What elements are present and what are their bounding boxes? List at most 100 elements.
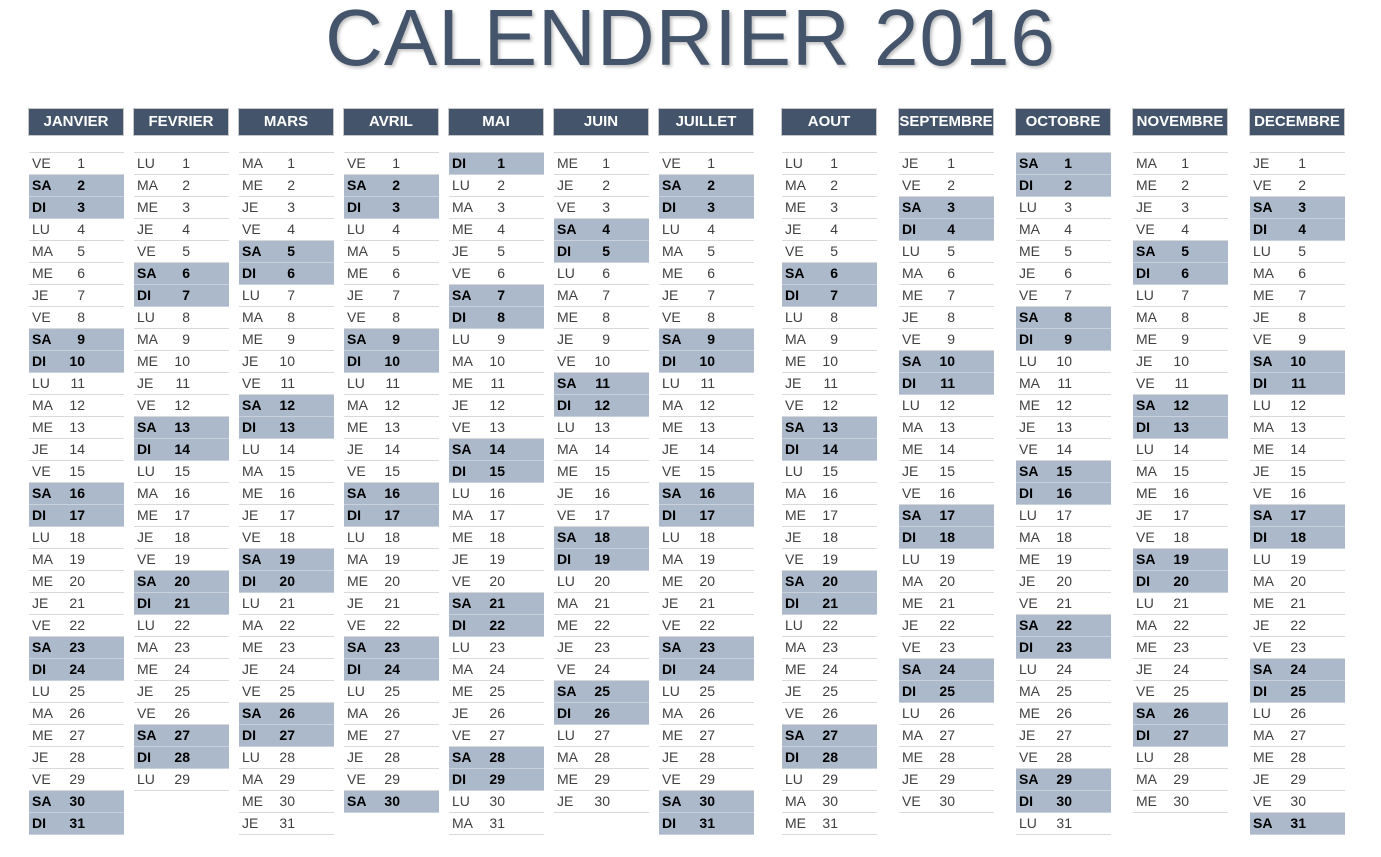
day-row: VE 26	[134, 703, 229, 725]
day-number: 9	[77, 331, 85, 347]
day-number: 28	[279, 749, 295, 765]
weekday-label: SA	[1136, 243, 1156, 259]
weekday-label: JE	[1136, 199, 1153, 215]
day-number: 19	[939, 551, 955, 567]
weekday-label: LU	[242, 287, 260, 303]
day-row: SA 27	[782, 725, 877, 747]
day-row: VE 22	[659, 615, 754, 637]
day-number: 19	[1290, 551, 1306, 567]
weekday-label: SA	[32, 331, 52, 347]
day-row: ME 14	[899, 439, 994, 461]
day-number: 7	[392, 287, 400, 303]
day-row: DI 21	[134, 593, 229, 615]
month-avril: AVRIL VE 1 SA 2 DI 3 LU 4 MA 5 ME 6 JE 7 VE 8 SA 9 DI 10 LU 11…	[343, 108, 439, 813]
day-number: 15	[594, 463, 610, 479]
day-row: DI 2	[1016, 175, 1111, 197]
day-row: MA 5	[29, 241, 124, 263]
day-row: LU 5	[899, 241, 994, 263]
day-number: 17	[822, 507, 838, 523]
day-number: 3	[1064, 199, 1072, 215]
weekday-label: DI	[32, 661, 46, 677]
weekday-label: VE	[1019, 595, 1038, 611]
day-number: 25	[699, 683, 715, 699]
day-number: 14	[1290, 441, 1306, 457]
weekday-label: ME	[137, 353, 158, 369]
day-row: LU 29	[134, 769, 229, 791]
day-row: DI 9	[1016, 329, 1111, 351]
day-row: JE 14	[344, 439, 439, 461]
day-row: JE 29	[899, 769, 994, 791]
day-row: VE 11	[239, 373, 334, 395]
day-row: SA 24	[1250, 659, 1345, 681]
weekday-label: LU	[785, 617, 803, 633]
weekday-label: VE	[242, 683, 261, 699]
weekday-label: MA	[32, 705, 53, 721]
day-row: VE 15	[29, 461, 124, 483]
weekday-label: JE	[347, 749, 364, 765]
day-number: 6	[830, 265, 838, 281]
day-number: 11	[70, 375, 85, 391]
day-row: ME 26	[1016, 703, 1111, 725]
day-row: JE 25	[134, 681, 229, 703]
day-number: 7	[287, 287, 295, 303]
day-row: VE 12	[134, 395, 229, 417]
weekday-label: MA	[662, 243, 683, 259]
weekday-label: DI	[662, 353, 676, 369]
day-number: 15	[939, 463, 955, 479]
day-number: 15	[69, 463, 85, 479]
day-row: VE 15	[659, 461, 754, 483]
weekday-label: LU	[347, 529, 365, 545]
weekday-label: JE	[452, 243, 469, 259]
weekday-label: DI	[557, 551, 571, 567]
day-row: JE 21	[344, 593, 439, 615]
day-number: 12	[939, 397, 955, 413]
day-row: ME 20	[659, 571, 754, 593]
weekday-label: JE	[902, 463, 919, 479]
day-row: VE 19	[134, 549, 229, 571]
day-row: VE 28	[1016, 747, 1111, 769]
day-row: DI 1	[449, 153, 544, 175]
day-number: 27	[174, 727, 190, 743]
day-number: 20	[174, 573, 190, 589]
weekday-label: ME	[242, 639, 263, 655]
weekday-label: JE	[785, 375, 802, 391]
day-number: 12	[594, 397, 610, 413]
day-number: 28	[1290, 749, 1306, 765]
day-number: 1	[77, 155, 85, 171]
day-row: ME 21	[1250, 593, 1345, 615]
day-number: 8	[1298, 309, 1306, 325]
weekday-label: SA	[1019, 309, 1039, 325]
month-header: JANVIER	[28, 108, 124, 136]
day-row: VE 24	[554, 659, 649, 681]
day-row: MA 8	[239, 307, 334, 329]
day-number: 18	[822, 529, 838, 545]
day-row: DI 8	[449, 307, 544, 329]
month-header: FEVRIER	[133, 108, 229, 136]
weekday-label: JE	[347, 287, 364, 303]
weekday-label: LU	[1019, 507, 1037, 523]
day-row: VE 26	[782, 703, 877, 725]
day-row: ME 27	[659, 725, 754, 747]
day-number: 30	[939, 793, 955, 809]
day-row: SA 16	[659, 483, 754, 505]
day-row: SA 5	[239, 241, 334, 263]
day-number: 7	[830, 287, 838, 303]
weekday-label: LU	[137, 155, 155, 171]
day-row: VE 23	[1250, 637, 1345, 659]
day-number: 26	[489, 705, 505, 721]
day-number: 20	[489, 573, 505, 589]
day-row: VE 5	[782, 241, 877, 263]
day-row: ME 19	[1016, 549, 1111, 571]
weekday-label: MA	[662, 551, 683, 567]
weekday-label: ME	[1136, 639, 1157, 655]
weekday-label: ME	[662, 419, 683, 435]
day-row: DI 6	[239, 263, 334, 285]
day-row: JE 14	[29, 439, 124, 461]
weekday-label: ME	[452, 683, 473, 699]
day-row: SA 17	[1250, 505, 1345, 527]
weekday-label: VE	[902, 485, 921, 501]
day-row: JE 7	[344, 285, 439, 307]
weekday-label: ME	[1019, 705, 1040, 721]
day-row: SA 30	[29, 791, 124, 813]
day-row: ME 5	[1016, 241, 1111, 263]
